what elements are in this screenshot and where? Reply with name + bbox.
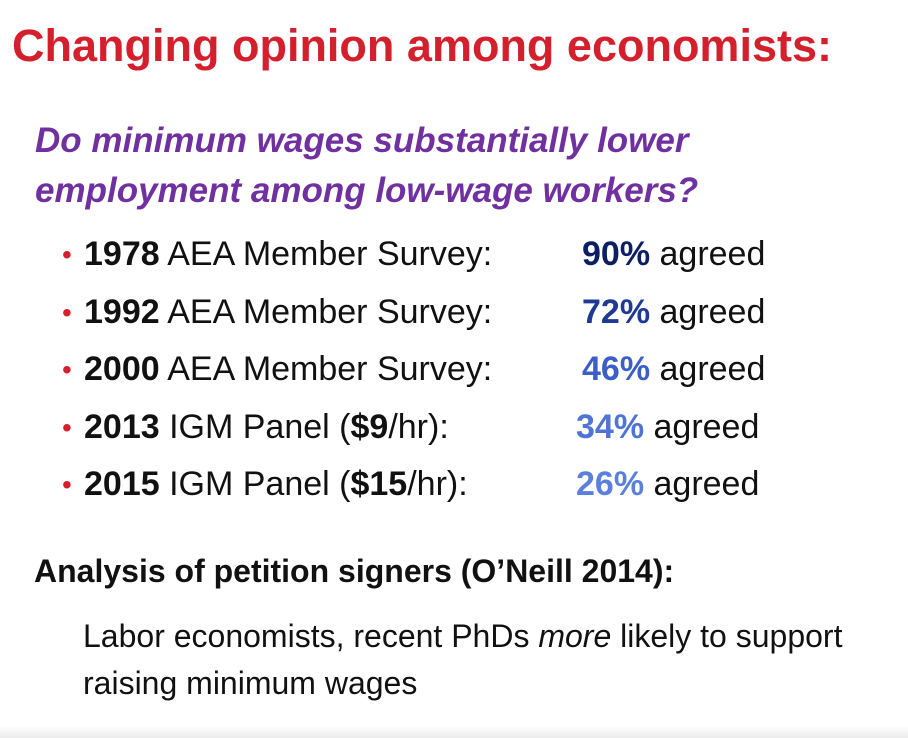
survey-outcome: 26% agreed <box>576 456 759 514</box>
finding-text-end: likely to support raising minimum wages <box>83 618 843 701</box>
agree-percent: 46% <box>582 350 651 388</box>
survey-label: 2013 IGM Panel ($9/hr): <box>84 399 449 457</box>
agree-percent: 72% <box>582 292 651 331</box>
wage-amount: $9 <box>350 407 389 446</box>
agree-label: agreed <box>644 465 760 503</box>
bullet-icon: • <box>62 296 72 328</box>
finding-emphasis: more <box>538 618 612 654</box>
survey-name: AEA Member Survey: <box>159 350 493 388</box>
slide-title: Changing opinion among economists: <box>12 20 832 71</box>
wage-amount: $15 <box>350 465 408 503</box>
survey-year: 2013 <box>84 407 160 446</box>
survey-year: 2000 <box>84 350 160 388</box>
survey-outcome: 72% agreed <box>582 284 765 342</box>
agree-label: agreed <box>650 235 766 273</box>
survey-year: 1992 <box>84 292 160 331</box>
survey-label: 2000 AEA Member Survey: <box>84 341 492 399</box>
agree-percent: 26% <box>576 465 645 503</box>
bullet-icon: • <box>62 411 72 443</box>
agree-label: agreed <box>644 407 760 446</box>
survey-name: AEA Member Survey: <box>159 235 493 273</box>
bullet-icon: • <box>62 469 72 500</box>
wage-unit: /hr): <box>388 407 449 446</box>
bullet-icon: • <box>62 354 72 385</box>
bullet-icon: • <box>62 239 72 270</box>
bottom-edge-shadow <box>0 726 908 738</box>
agree-percent: 34% <box>576 407 645 446</box>
finding-text-start: Labor economists, recent PhDs <box>83 618 539 654</box>
survey-name: AEA Member Survey: <box>159 292 493 331</box>
agree-label: agreed <box>650 292 766 331</box>
petition-analysis-heading: Analysis of petition signers (O’Neill 20… <box>34 553 675 589</box>
survey-outcome: 34% agreed <box>576 399 759 457</box>
survey-label: 1978 AEA Member Survey: <box>84 226 492 284</box>
agree-label: agreed <box>650 350 766 388</box>
agree-percent: 90% <box>582 235 651 273</box>
survey-year: 2015 <box>84 465 160 503</box>
wage-unit: /hr): <box>407 465 468 503</box>
petition-analysis-finding: Labor economists, recent PhDs more likel… <box>83 613 903 707</box>
survey-label: 2015 IGM Panel ($15/hr): <box>84 456 468 514</box>
survey-outcome: 90% agreed <box>582 226 765 284</box>
survey-name: IGM Panel ( <box>159 407 351 446</box>
survey-name: IGM Panel ( <box>159 465 351 503</box>
survey-year: 1978 <box>84 235 160 273</box>
survey-label: 1992 AEA Member Survey: <box>84 284 492 342</box>
survey-outcome: 46% agreed <box>582 341 765 399</box>
survey-question: Do minimum wages substantially lower emp… <box>35 121 699 210</box>
